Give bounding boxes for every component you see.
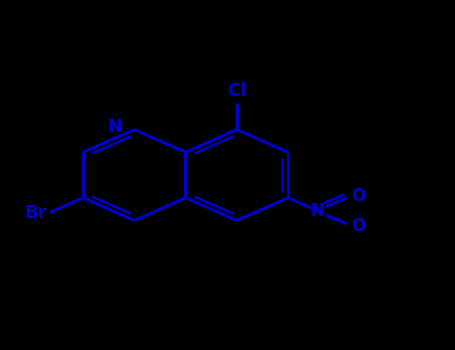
Text: O: O: [351, 187, 365, 205]
Text: Br: Br: [25, 204, 47, 222]
Text: N: N: [108, 118, 123, 136]
Text: N: N: [310, 202, 324, 220]
Text: O: O: [351, 217, 365, 235]
Text: Cl: Cl: [227, 83, 246, 100]
